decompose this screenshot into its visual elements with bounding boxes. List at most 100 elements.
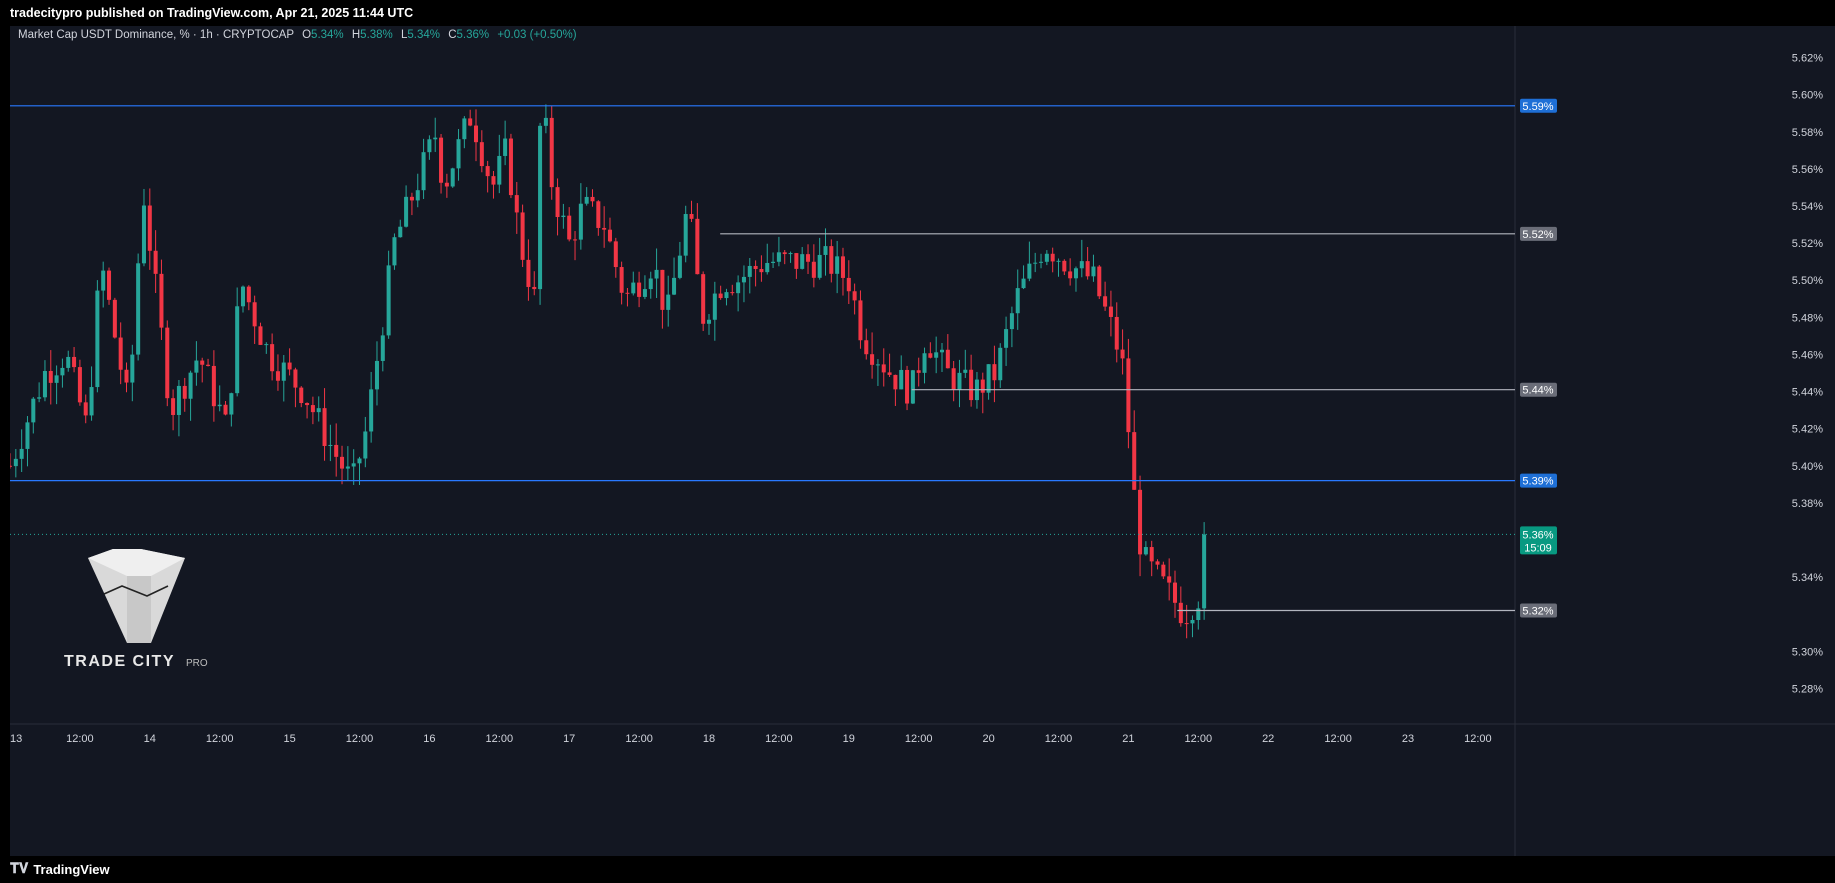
candle-body xyxy=(1149,547,1154,562)
candle-body xyxy=(171,398,176,415)
candle-body xyxy=(77,367,82,403)
candle-body xyxy=(934,352,939,358)
candle-body xyxy=(299,387,304,404)
candle-body xyxy=(357,458,362,464)
candle-body xyxy=(485,166,490,177)
candle-body xyxy=(951,368,956,390)
candle-body xyxy=(788,253,793,255)
candle-body xyxy=(141,205,146,264)
candle-body xyxy=(252,302,257,327)
candle-body xyxy=(468,118,473,126)
candle-body xyxy=(573,239,578,241)
candle-body xyxy=(136,263,141,355)
candle-body xyxy=(1044,253,1049,262)
candle-body xyxy=(526,259,531,287)
candle-body xyxy=(1161,564,1166,577)
candle-body xyxy=(724,292,729,299)
tradingview-brand-text: TradingView xyxy=(33,861,110,877)
x-tick-label: 13 xyxy=(10,733,22,745)
candle-body xyxy=(415,190,420,201)
candle-body xyxy=(532,286,537,290)
candle-body xyxy=(759,269,764,273)
candle-body xyxy=(555,187,560,218)
candle-body xyxy=(1132,432,1137,490)
candle-body xyxy=(625,292,630,294)
candle-body xyxy=(124,369,129,383)
candle-body xyxy=(840,256,845,278)
candle-body xyxy=(182,385,187,399)
candle-body xyxy=(1172,582,1178,603)
candle-body xyxy=(590,196,595,202)
open-label: O xyxy=(302,29,312,41)
footer-bar: 𝐓𝐕 TradingView xyxy=(0,856,1835,883)
candle-body xyxy=(240,286,246,307)
tradingview-brand[interactable]: 𝐓𝐕 TradingView xyxy=(10,861,110,877)
candle-body xyxy=(893,374,898,390)
candle-body xyxy=(817,254,822,278)
chart-canvas[interactable]: 5.62% 5.60% 5.58% 5.56% 5.54% 5.52% 5.50% 5.48%… xyxy=(10,26,1835,856)
candle-body xyxy=(741,276,746,283)
candle-body xyxy=(811,261,816,278)
y-tick-label: 5.50% xyxy=(1792,275,1823,287)
candle-body xyxy=(666,294,671,310)
candle-body xyxy=(660,269,665,310)
candle-body xyxy=(508,138,513,196)
candle-body xyxy=(747,265,752,277)
x-tick-label: 20 xyxy=(982,733,994,745)
y-tick-label: 5.62% xyxy=(1792,53,1823,65)
candle-body xyxy=(916,370,921,373)
candle-body xyxy=(1126,358,1131,433)
candle-body xyxy=(806,254,811,262)
candle-body xyxy=(648,278,653,290)
candle-body xyxy=(351,463,356,467)
low-value: 5.34% xyxy=(407,29,440,41)
candle-body xyxy=(176,385,181,415)
candle-body xyxy=(998,347,1003,381)
tradingview-logo-icon: 𝐓𝐕 xyxy=(10,861,29,877)
candle-body xyxy=(281,362,286,381)
candle-body xyxy=(963,369,968,373)
candle-body xyxy=(870,354,875,365)
candle-body xyxy=(363,431,368,459)
candle-body xyxy=(275,371,280,381)
candle-body xyxy=(10,465,13,467)
candle-body xyxy=(310,405,315,413)
candle-body xyxy=(112,299,117,338)
x-tick-label: 18 xyxy=(703,733,715,745)
candle-body xyxy=(433,137,438,140)
candle-body xyxy=(718,293,723,299)
candle-body xyxy=(992,364,997,381)
candle-body xyxy=(31,398,36,423)
y-tick-label: 5.40% xyxy=(1792,461,1823,473)
candle-body xyxy=(712,293,717,320)
candle-body xyxy=(421,152,426,191)
last-price-tag xyxy=(1520,526,1557,555)
candle-body xyxy=(922,353,927,373)
candle-body xyxy=(1196,608,1201,621)
level-tag xyxy=(1520,98,1557,113)
candle-body xyxy=(316,408,321,413)
y-tick-label: 5.38% xyxy=(1792,498,1823,510)
candle-body xyxy=(409,196,414,201)
y-tick-label: 5.42% xyxy=(1792,424,1823,436)
candle-body xyxy=(543,117,548,126)
candle-body xyxy=(19,448,24,459)
candle-body xyxy=(1091,266,1096,277)
x-tick-label: 19 xyxy=(843,733,855,745)
close-label: C xyxy=(448,29,457,41)
candle-body xyxy=(1073,268,1078,279)
level-label: 5.32% xyxy=(1522,606,1553,618)
candle-body xyxy=(83,402,88,416)
candle-body xyxy=(642,289,647,297)
candle-body xyxy=(1097,266,1102,297)
candle-body xyxy=(771,261,776,263)
candle-body xyxy=(823,246,828,255)
candle-body xyxy=(538,125,543,290)
candle-body xyxy=(910,370,915,404)
candle-body xyxy=(107,270,112,300)
candle-body xyxy=(293,369,298,388)
candle-body xyxy=(159,273,164,328)
candle-body xyxy=(130,354,135,383)
chart-area[interactable]: 5.62% 5.60% 5.58% 5.56% 5.54% 5.52% 5.50% 5.48%… xyxy=(10,26,1835,856)
